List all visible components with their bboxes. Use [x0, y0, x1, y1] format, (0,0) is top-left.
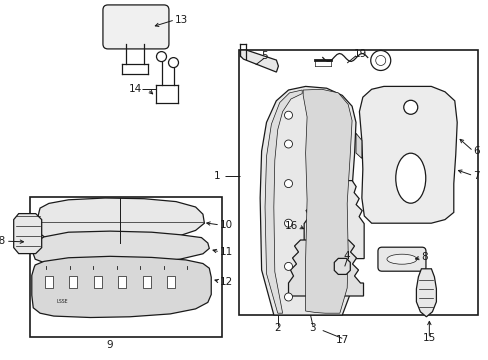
Polygon shape	[359, 86, 456, 223]
Text: 18: 18	[0, 236, 6, 246]
FancyBboxPatch shape	[103, 5, 168, 49]
Text: 9: 9	[106, 340, 113, 350]
Circle shape	[284, 140, 292, 148]
Polygon shape	[37, 198, 204, 243]
Polygon shape	[240, 50, 278, 72]
Polygon shape	[260, 86, 355, 315]
Text: 17: 17	[335, 335, 348, 345]
Polygon shape	[33, 231, 209, 266]
Bar	[30, 197, 221, 337]
Bar	[69, 276, 77, 288]
Text: 19: 19	[353, 49, 367, 59]
Bar	[167, 276, 175, 288]
Circle shape	[156, 51, 166, 62]
Polygon shape	[32, 256, 211, 318]
Text: 12: 12	[220, 276, 233, 287]
Polygon shape	[334, 258, 349, 274]
Circle shape	[284, 262, 292, 270]
Text: LSSE: LSSE	[57, 299, 68, 304]
Circle shape	[403, 100, 417, 114]
Circle shape	[370, 50, 390, 71]
Text: 16: 16	[285, 221, 298, 231]
Polygon shape	[14, 213, 41, 253]
Circle shape	[375, 55, 385, 66]
Text: 4: 4	[343, 251, 350, 261]
Polygon shape	[416, 269, 435, 317]
Circle shape	[284, 219, 292, 227]
Polygon shape	[303, 89, 351, 313]
Text: 15: 15	[422, 333, 435, 343]
Text: 8: 8	[421, 252, 427, 262]
Circle shape	[284, 293, 292, 301]
Text: 1: 1	[213, 171, 220, 181]
Text: 14: 14	[128, 84, 142, 94]
Text: 2: 2	[274, 323, 281, 333]
Text: 10: 10	[220, 220, 233, 230]
Text: 7: 7	[472, 171, 479, 181]
Text: 3: 3	[309, 323, 316, 333]
Text: 6: 6	[472, 146, 479, 156]
Circle shape	[284, 111, 292, 119]
Text: 11: 11	[220, 247, 233, 257]
Bar	[45, 276, 53, 288]
Bar	[118, 276, 126, 288]
Bar	[238, 50, 477, 315]
Polygon shape	[264, 90, 302, 313]
FancyBboxPatch shape	[377, 247, 425, 271]
Polygon shape	[304, 181, 364, 258]
Circle shape	[168, 58, 178, 68]
Circle shape	[284, 180, 292, 188]
Ellipse shape	[395, 153, 425, 203]
Ellipse shape	[386, 254, 416, 264]
Bar	[94, 276, 102, 288]
Polygon shape	[355, 133, 361, 158]
Polygon shape	[288, 240, 363, 296]
Bar	[142, 276, 150, 288]
Text: 5: 5	[260, 51, 267, 61]
Text: 13: 13	[175, 15, 188, 25]
